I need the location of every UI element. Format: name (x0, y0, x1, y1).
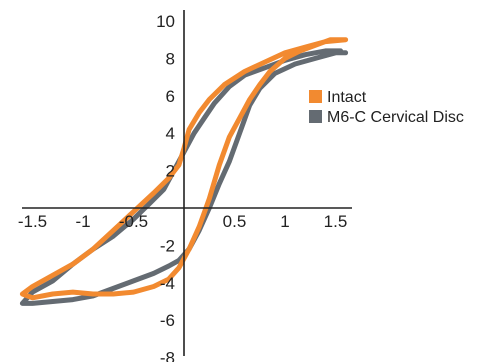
series-line-m6c (19, 48, 349, 306)
x-tick-label: 1 (280, 212, 289, 231)
y-tick-label: 6 (166, 87, 175, 106)
y-tick-label: 2 (166, 162, 175, 181)
y-tick-label: 10 (156, 12, 175, 31)
axes-layer (22, 10, 352, 356)
x-tick-label: 0.5 (223, 212, 247, 231)
series-line-intact (19, 37, 349, 301)
legend-label: Intact (327, 89, 367, 106)
y-tick-label: -4 (160, 274, 175, 293)
y-tick-label: -2 (160, 236, 175, 255)
y-tick-label: -8 (160, 349, 175, 362)
series-layer (19, 37, 349, 306)
x-tick-label: -1 (75, 212, 90, 231)
y-tick-label: 8 (166, 49, 175, 68)
y-tick-label: -6 (160, 311, 175, 330)
legend: Intact M6-C Cervical Disc (309, 89, 464, 126)
x-tick-label: -0.5 (119, 212, 148, 231)
tick-labels: -1.5 -1 -0.5 0.5 1 1.5 10 8 6 4 2 -2 -4 -6 -8 (18, 12, 347, 362)
x-tick-label: 1.5 (324, 212, 348, 231)
legend-swatch (309, 110, 322, 123)
x-tick-label: -1.5 (18, 212, 47, 231)
legend-label: M6-C Cervical Disc (327, 109, 464, 126)
legend-swatch (309, 90, 322, 103)
y-tick-label: 4 (166, 124, 175, 143)
